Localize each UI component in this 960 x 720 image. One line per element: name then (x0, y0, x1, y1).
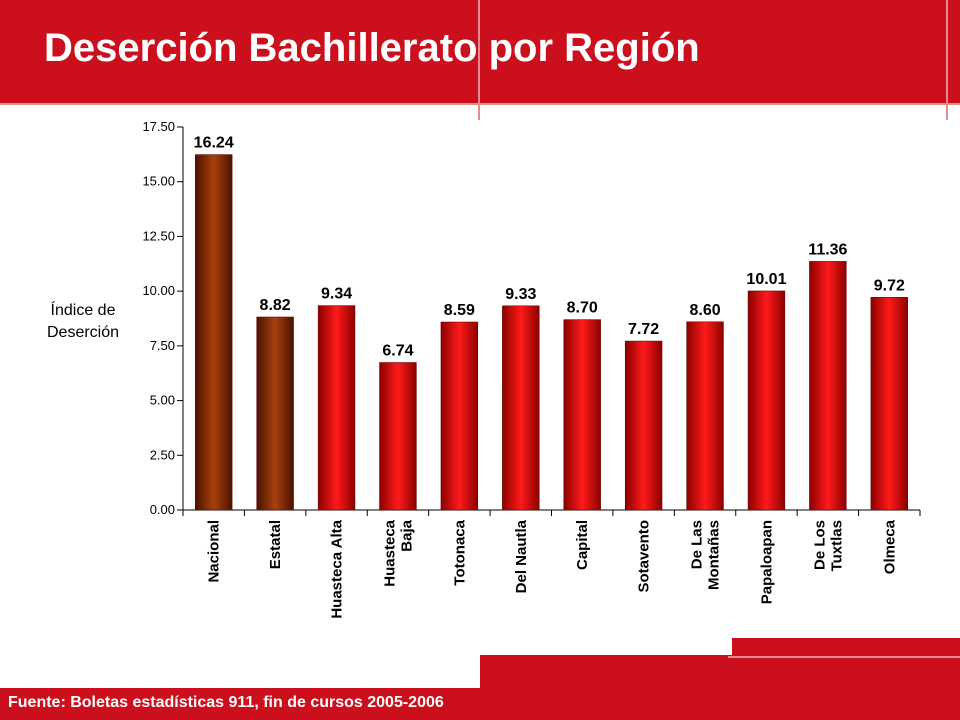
bar (870, 297, 908, 511)
data-label: 9.33 (505, 286, 536, 303)
bar (256, 316, 294, 511)
footer-bar (0, 688, 960, 720)
header-vertical-line (478, 0, 480, 120)
x-tick-label: Totonaca (451, 519, 468, 585)
x-tick-label: Sotavento (636, 520, 653, 593)
y-tick-label: 2.50 (150, 447, 175, 462)
y-tick-label: 7.50 (150, 338, 175, 353)
data-label: 8.60 (689, 302, 720, 319)
x-tick-label: Baja (398, 519, 415, 551)
bar (502, 305, 540, 511)
y-tick-label: 17.50 (142, 119, 175, 134)
x-tick-label: De Los (811, 520, 828, 570)
data-label: 10.01 (746, 271, 786, 288)
data-label: 8.59 (444, 302, 475, 319)
y-tick-label: 12.50 (142, 228, 175, 243)
data-label: 6.74 (382, 342, 413, 359)
y-tick-label: 15.00 (142, 174, 175, 189)
x-tick-label: Del Nautla (513, 519, 530, 593)
data-label: 8.82 (260, 297, 291, 314)
footer-accent-line (728, 656, 960, 658)
y-tick-label: 5.00 (150, 393, 175, 408)
x-tick-label: Olmeca (881, 519, 898, 574)
data-label: 11.36 (808, 241, 847, 258)
bar (809, 261, 847, 511)
bar (195, 154, 233, 511)
data-label: 16.24 (194, 135, 234, 152)
bar (624, 340, 663, 511)
header-right-line (946, 0, 948, 120)
y-tick-label: 10.00 (142, 283, 175, 298)
page-title: Deserción Bachillerato por Región (44, 26, 700, 70)
source-note: Fuente: Boletas estadísticas 911, fin de… (8, 694, 444, 711)
x-tick-label: De Las (689, 520, 706, 569)
header-divider (0, 103, 960, 105)
x-tick-label: Nacional (206, 520, 223, 583)
footer-accent-block (732, 638, 960, 658)
x-tick-label: Montañas (706, 520, 723, 590)
data-label: 8.70 (567, 300, 598, 317)
x-tick-label: Capital (574, 520, 591, 570)
header-bar (0, 0, 960, 103)
y-axis-label: Índice de (51, 300, 116, 319)
x-tick-label: Huasteca (381, 519, 398, 586)
x-tick-label: Estatal (267, 520, 284, 569)
bar (747, 290, 786, 511)
data-label: 7.72 (628, 321, 659, 338)
bar (379, 362, 417, 511)
bar (686, 321, 724, 511)
data-label: 9.72 (874, 277, 905, 294)
y-axis-label: Deserción (47, 324, 119, 341)
bar (317, 305, 356, 511)
x-tick-label: Tuxtlas (828, 520, 845, 571)
x-tick-label: Papaloapan (758, 520, 775, 604)
y-tick-label: 0.00 (150, 502, 175, 517)
x-tick-label: Huasteca Alta (329, 519, 346, 618)
bar (440, 321, 479, 511)
data-label: 9.34 (321, 286, 352, 303)
bar (563, 319, 601, 511)
